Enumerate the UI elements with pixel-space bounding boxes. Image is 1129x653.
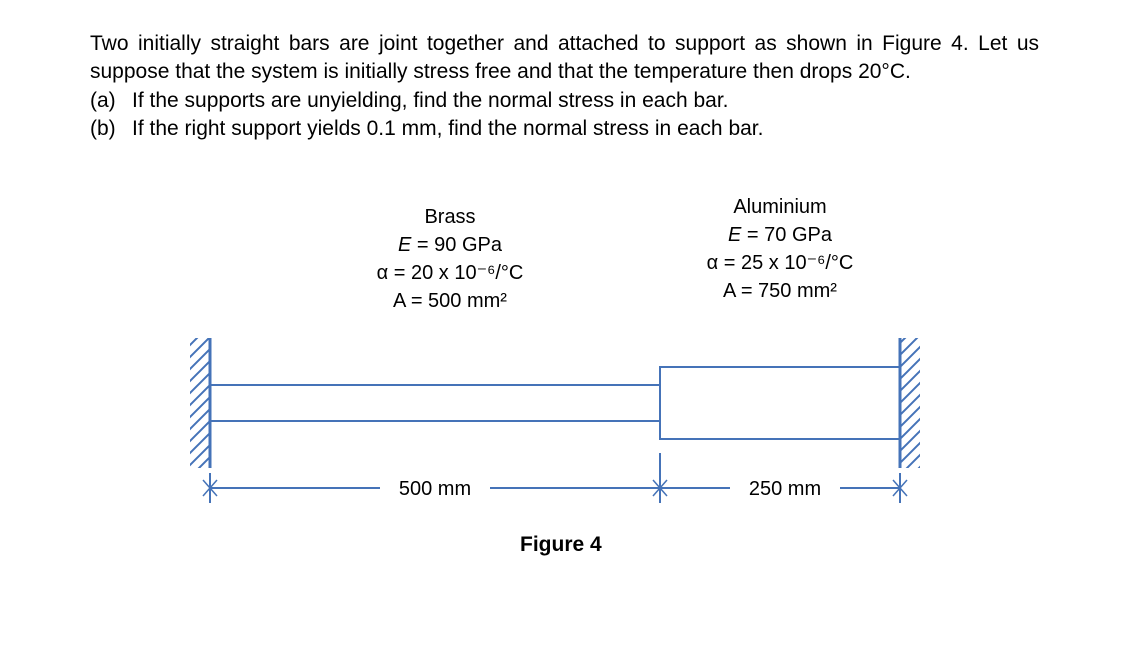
figure-4: Brass E = 90 GPa α = 20 x 10⁻⁶/°C A = 50… — [90, 193, 1040, 543]
aluminium-length-label: 250 mm — [749, 478, 821, 500]
part-a-label: (a) — [90, 87, 132, 115]
diagram-svg: 500 mm 250 mm — [90, 193, 1040, 543]
left-support — [190, 338, 210, 468]
brass-bar — [210, 385, 660, 421]
part-a-text: If the supports are unyielding, find the… — [132, 89, 729, 112]
part-b: (b)If the right support yields 0.1 mm, f… — [90, 115, 1039, 143]
brass-length-label: 500 mm — [399, 478, 471, 500]
right-support — [900, 338, 920, 468]
page-root: Two initially straight bars are joint to… — [0, 0, 1129, 543]
part-a: (a)If the supports are unyielding, find … — [90, 87, 1039, 115]
part-b-label: (b) — [90, 115, 132, 143]
aluminium-bar — [660, 367, 900, 439]
part-b-text: If the right support yields 0.1 mm, find… — [132, 117, 763, 140]
figure-caption: Figure 4 — [520, 533, 602, 557]
problem-intro: Two initially straight bars are joint to… — [90, 30, 1039, 87]
